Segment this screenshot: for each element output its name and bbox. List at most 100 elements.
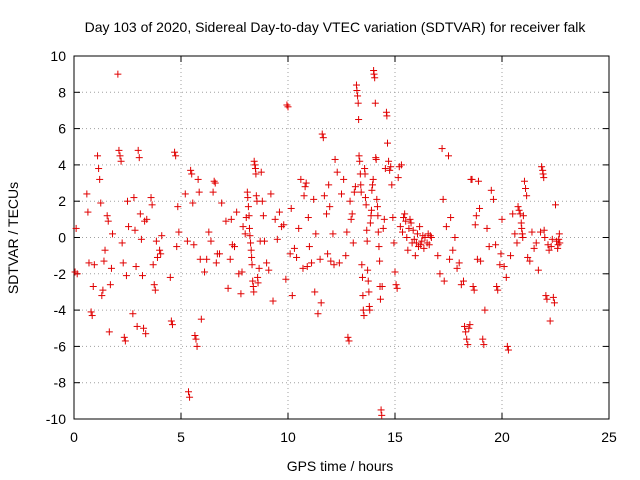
data-point <box>284 103 292 111</box>
data-point <box>325 181 333 189</box>
data-point <box>150 281 158 289</box>
y-tick-label: -8 <box>54 375 67 391</box>
data-point <box>464 341 472 349</box>
data-point <box>295 224 303 232</box>
data-point <box>124 197 131 205</box>
data-point <box>151 286 159 294</box>
data-point <box>356 157 364 165</box>
data-point <box>340 175 348 183</box>
data-point <box>98 292 106 300</box>
data-point <box>254 279 262 287</box>
y-tick-label: 10 <box>50 48 66 64</box>
data-point <box>260 237 268 245</box>
data-point <box>363 226 371 234</box>
data-point <box>507 252 515 260</box>
data-point <box>87 308 95 316</box>
data-point <box>546 317 554 325</box>
data-point <box>172 152 180 160</box>
data-point <box>548 235 556 243</box>
data-point <box>455 259 463 267</box>
data-point <box>147 194 155 202</box>
data-point <box>451 234 459 241</box>
data-point <box>405 224 413 232</box>
data-point <box>125 223 133 231</box>
data-point <box>326 203 334 211</box>
data-point <box>410 235 418 243</box>
data-point <box>302 179 310 187</box>
data-point <box>267 190 275 198</box>
data-point <box>552 201 559 209</box>
data-point <box>171 148 179 156</box>
data-point <box>509 210 517 218</box>
data-point <box>392 281 400 289</box>
data-point <box>205 228 213 236</box>
data-point <box>115 146 123 154</box>
data-point <box>100 257 108 265</box>
x-tick-label: 5 <box>177 429 185 445</box>
data-point <box>476 204 484 212</box>
data-point <box>465 324 473 332</box>
data-point <box>207 237 215 245</box>
data-point <box>442 223 450 231</box>
data-point <box>358 273 366 281</box>
y-tick-label: -4 <box>54 302 67 318</box>
data-point <box>364 266 372 274</box>
data-point <box>372 155 380 163</box>
x-tick-label: 10 <box>280 429 296 445</box>
data-point <box>175 228 183 236</box>
y-tick-label: 2 <box>58 193 66 209</box>
data-point <box>330 261 338 269</box>
data-point <box>90 261 98 269</box>
data-point <box>518 224 526 232</box>
data-point <box>344 333 352 341</box>
data-point <box>280 221 288 229</box>
data-point <box>388 181 396 189</box>
data-point <box>248 253 256 261</box>
data-point <box>376 257 384 265</box>
data-point <box>252 192 260 200</box>
data-point <box>353 86 361 94</box>
data-point <box>244 194 252 202</box>
data-point <box>470 286 478 294</box>
data-point <box>120 333 128 341</box>
data-point <box>311 288 319 296</box>
data-point <box>411 252 419 260</box>
data-point <box>156 246 164 254</box>
data-point <box>524 253 532 261</box>
data-point <box>381 165 389 173</box>
grid <box>74 56 609 419</box>
data-point <box>368 186 376 194</box>
data-point <box>374 228 382 236</box>
data-point <box>258 197 266 205</box>
data-point <box>396 223 404 231</box>
data-point <box>402 217 410 225</box>
data-point <box>398 228 406 236</box>
data-point <box>324 250 332 258</box>
x-tick-label: 20 <box>494 429 510 445</box>
data-point <box>73 270 81 278</box>
data-point <box>374 212 382 220</box>
plot-frame <box>73 55 610 420</box>
data-point <box>300 192 308 200</box>
data-point <box>523 192 531 200</box>
data-point <box>481 306 489 314</box>
data-point <box>316 255 324 263</box>
data-point <box>412 239 420 247</box>
data-point <box>173 243 181 251</box>
data-point <box>168 321 176 329</box>
data-point <box>362 201 370 209</box>
data-point <box>500 263 508 271</box>
data-point <box>245 212 253 220</box>
data-point <box>335 259 343 267</box>
data-point <box>143 215 151 223</box>
data-point <box>310 195 318 203</box>
data-point <box>364 277 372 285</box>
data-point <box>327 257 335 265</box>
data-point <box>403 234 411 241</box>
data-point <box>201 268 209 276</box>
data-point <box>502 273 510 281</box>
x-axis-ticks: 0 5 10 15 20 25 <box>70 56 617 445</box>
data-point <box>393 284 401 292</box>
data-point <box>247 246 255 254</box>
data-point <box>83 190 91 198</box>
